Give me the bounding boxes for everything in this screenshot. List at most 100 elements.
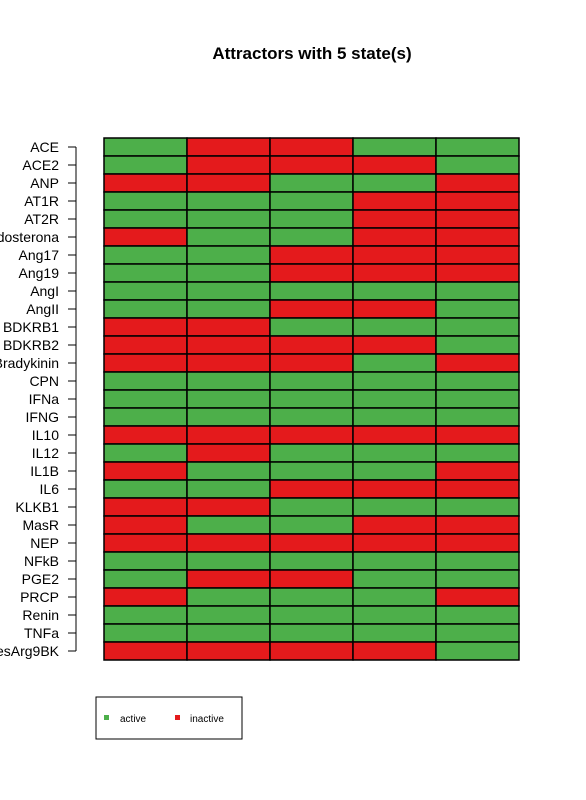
heatmap-cell	[352, 227, 437, 247]
heatmap-cell	[103, 371, 188, 391]
heatmap-cell	[435, 299, 520, 319]
heatmap-cell	[352, 191, 437, 211]
y-tick-label: NEP	[30, 535, 59, 551]
legend-label-inactive: inactive	[190, 714, 224, 725]
y-tick-label: Aldosterona	[0, 229, 59, 245]
heatmap-cell	[269, 515, 354, 535]
heatmap-cell	[435, 479, 520, 499]
y-tick-label: ACE	[30, 139, 59, 155]
heatmap-cell	[435, 623, 520, 643]
heatmap-cell	[269, 191, 354, 211]
heatmap-cell	[435, 569, 520, 589]
heatmap-cell	[352, 263, 437, 283]
heatmap-cell	[103, 353, 188, 373]
y-tick-label: AT1R	[24, 193, 59, 209]
heatmap-cell	[103, 425, 188, 445]
heatmap-cell	[186, 137, 271, 157]
heatmap-cell	[352, 155, 437, 175]
heatmap-cell	[435, 353, 520, 373]
heatmap-cell	[435, 263, 520, 283]
heatmap-cell	[186, 569, 271, 589]
heatmap-cell	[352, 605, 437, 625]
heatmap-cell	[186, 281, 271, 301]
heatmap-cell	[186, 173, 271, 193]
heatmap-cell	[269, 407, 354, 427]
heatmap-cell	[269, 335, 354, 355]
heatmap-cell	[186, 227, 271, 247]
heatmap-cell	[186, 335, 271, 355]
heatmap-cell	[269, 425, 354, 445]
heatmap-cell	[352, 497, 437, 517]
heatmap-cell	[186, 245, 271, 265]
y-tick-label: IFNa	[29, 391, 60, 407]
heatmap-cell	[186, 623, 271, 643]
heatmap-cell	[269, 497, 354, 517]
heatmap-cell	[186, 371, 271, 391]
heatmap-cell	[435, 425, 520, 445]
heatmap-cell	[352, 389, 437, 409]
heatmap-cell	[435, 587, 520, 607]
heatmap-cell	[186, 299, 271, 319]
heatmap-cell	[269, 461, 354, 481]
y-axis: ACE ACE2 ANP AT1R AT2R Aldosterona Ang17 Ang19 A…	[0, 139, 77, 659]
heatmap-cell	[435, 173, 520, 193]
heatmap-cell	[352, 515, 437, 535]
heatmap-cell	[352, 281, 437, 301]
heatmap-cell	[352, 371, 437, 391]
heatmap-cell	[103, 641, 188, 661]
heatmap-cell	[352, 137, 437, 157]
heatmap-cell	[103, 209, 188, 229]
y-tick-label: MasR	[22, 517, 59, 533]
heatmap-cell	[435, 191, 520, 211]
heatmap-cell	[103, 227, 188, 247]
heatmap-cell	[186, 425, 271, 445]
heatmap-cell	[103, 443, 188, 463]
heatmap-cell	[269, 587, 354, 607]
y-tick-label: IL10	[32, 427, 59, 443]
heatmap-cell	[269, 353, 354, 373]
heatmap-cell	[269, 173, 354, 193]
heatmap-cell	[352, 299, 437, 319]
y-tick-label: desArg9BK	[0, 643, 60, 659]
heatmap-cell	[269, 641, 354, 661]
y-tick-label: KLKB1	[15, 499, 59, 515]
heatmap-cell	[269, 137, 354, 157]
y-tick-label: BDKRB2	[3, 337, 59, 353]
heatmap-cell	[435, 533, 520, 553]
legend: active inactive	[95, 696, 243, 740]
heatmap-cell	[352, 533, 437, 553]
heatmap-cell	[186, 515, 271, 535]
heatmap-cell	[103, 191, 188, 211]
heatmap-cell	[352, 353, 437, 373]
y-tick-label: AT2R	[24, 211, 59, 227]
heatmap-cell	[435, 317, 520, 337]
heatmap-cell	[103, 533, 188, 553]
heatmap-cell	[269, 605, 354, 625]
heatmap-cell	[435, 155, 520, 175]
heatmap-cell	[352, 173, 437, 193]
heatmap-cell	[352, 641, 437, 661]
heatmap-cell	[103, 335, 188, 355]
heatmap-cell	[186, 353, 271, 373]
heatmap-cell	[103, 587, 188, 607]
heatmap-cell	[269, 227, 354, 247]
heatmap-cell	[103, 479, 188, 499]
legend-swatch-active	[104, 715, 109, 720]
heatmap-cell	[269, 317, 354, 337]
heatmap-cells	[103, 137, 520, 661]
heatmap-cell	[186, 479, 271, 499]
y-tick-label: Renin	[22, 607, 59, 623]
heatmap-cell	[352, 569, 437, 589]
heatmap-cell	[435, 281, 520, 301]
heatmap-cell	[352, 209, 437, 229]
heatmap-cell	[186, 155, 271, 175]
heatmap-cell	[435, 461, 520, 481]
heatmap-cell	[435, 371, 520, 391]
heatmap-cell	[352, 443, 437, 463]
heatmap-cell	[269, 569, 354, 589]
heatmap-cell	[435, 245, 520, 265]
heatmap-cell	[186, 263, 271, 283]
y-tick-label: IL6	[40, 481, 60, 497]
heatmap-cell	[186, 191, 271, 211]
